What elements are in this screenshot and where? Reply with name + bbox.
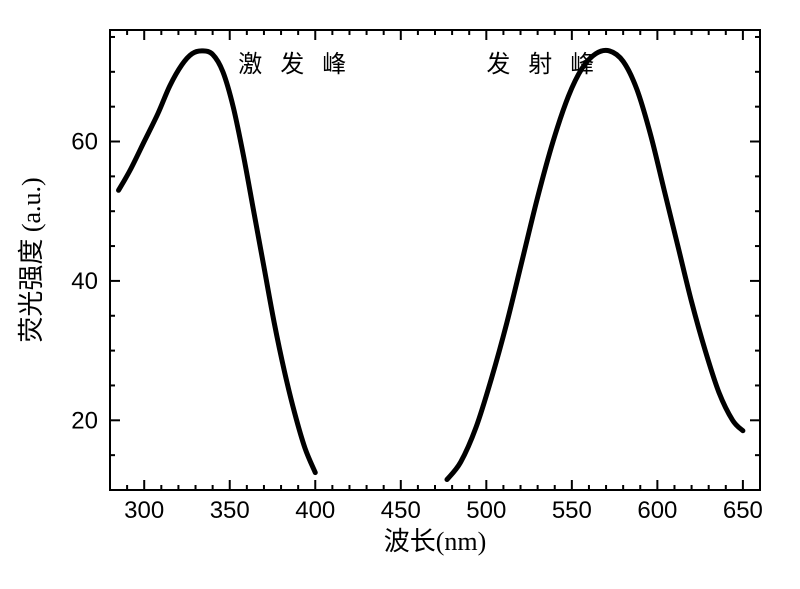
peak-label-excitation: 激 发 峰 [238, 51, 352, 78]
x-tick-label: 450 [381, 497, 421, 524]
series-emission [447, 50, 743, 479]
spectrum-chart: 300 350 400 450 500 550 600 650 20 40 60 波长(nm) 荧光强度… [0, 0, 800, 589]
y-axis-label: 荧光强度 (a.u.) [17, 177, 46, 342]
x-tick-label: 300 [124, 497, 164, 524]
x-tick-label: 550 [552, 497, 592, 524]
series-excitation [119, 51, 316, 473]
peak-label-emission: 发 射 峰 [486, 51, 600, 78]
y-tick-label: 20 [71, 407, 98, 434]
x-tick-label: 350 [210, 497, 250, 524]
x-tick-label: 600 [637, 497, 677, 524]
x-axis-label: 波长(nm) [384, 527, 487, 556]
x-tick-label: 650 [723, 497, 763, 524]
chart-svg: 300 350 400 450 500 550 600 650 20 40 60 波长(nm) 荧光强度… [0, 0, 800, 589]
x-tick-label: 400 [295, 497, 335, 524]
y-tick-label: 60 [71, 129, 98, 156]
x-tick-label: 500 [466, 497, 506, 524]
y-tick-label: 40 [71, 268, 98, 295]
